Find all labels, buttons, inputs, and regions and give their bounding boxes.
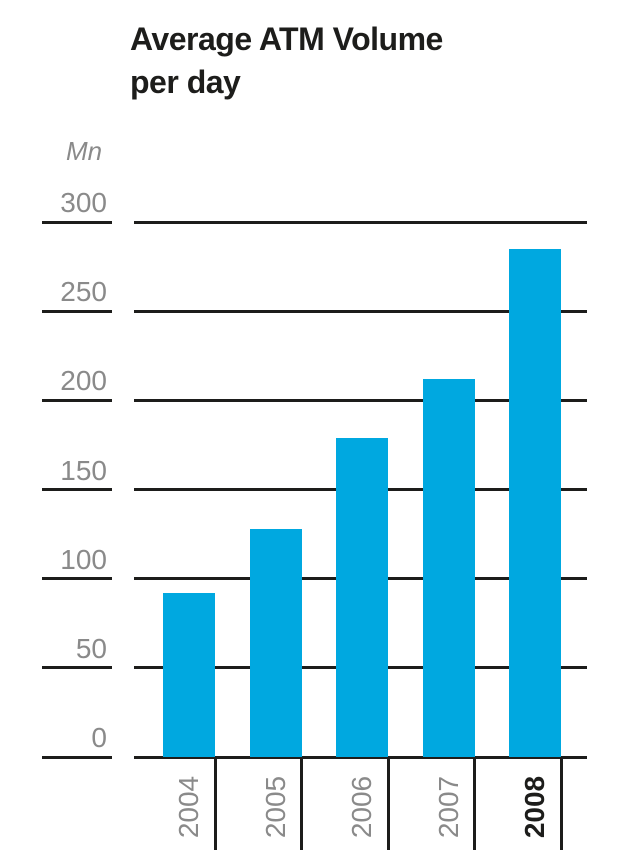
y-tick-underline [42, 488, 112, 491]
bar-2006 [336, 437, 388, 757]
y-tick-underline [42, 666, 112, 670]
x-tick-label-2004: 2004 [173, 775, 204, 839]
y-tick-label: 100 [60, 543, 107, 575]
y-tick-label: 150 [60, 454, 107, 486]
y-tick-label: 50 [75, 632, 107, 664]
x-tick-label-2007: 2007 [432, 775, 464, 839]
y-axis-unit-label: Mn [65, 136, 103, 166]
y-tick-underline [42, 220, 112, 224]
y-tick-underline [42, 309, 112, 313]
y-tick-underline [42, 755, 112, 759]
gridline [134, 398, 587, 402]
y-tick-underline [42, 398, 112, 402]
bar-2004 [163, 592, 215, 757]
chart-title-line-1: Average ATM Volume [130, 21, 443, 57]
y-tick-label: 300 [60, 187, 107, 218]
x-tick-label-2006: 2006 [346, 775, 377, 839]
chart-title-line-2: per day [130, 64, 241, 100]
x-axis-divider [473, 757, 476, 850]
x-axis-divider [213, 757, 217, 850]
gridline [134, 309, 587, 313]
x-tick-label-2008: 2008 [519, 775, 550, 839]
y-tick-underline [42, 577, 112, 581]
x-tick-label-2005: 2005 [259, 775, 291, 839]
y-tick-label: 200 [60, 365, 107, 397]
bar-2008 [509, 248, 561, 757]
x-axis-divider [300, 757, 303, 850]
bar-2007 [422, 378, 475, 757]
gridline [134, 220, 587, 224]
x-axis-divider [386, 757, 390, 850]
y-tick-label: 0 [91, 722, 107, 753]
x-axis-baseline [134, 755, 587, 759]
chart-title: Average ATM Volume per day [130, 18, 443, 104]
y-tick-label: 250 [60, 276, 107, 308]
bar-2005 [249, 528, 302, 757]
x-axis-divider [559, 757, 563, 850]
